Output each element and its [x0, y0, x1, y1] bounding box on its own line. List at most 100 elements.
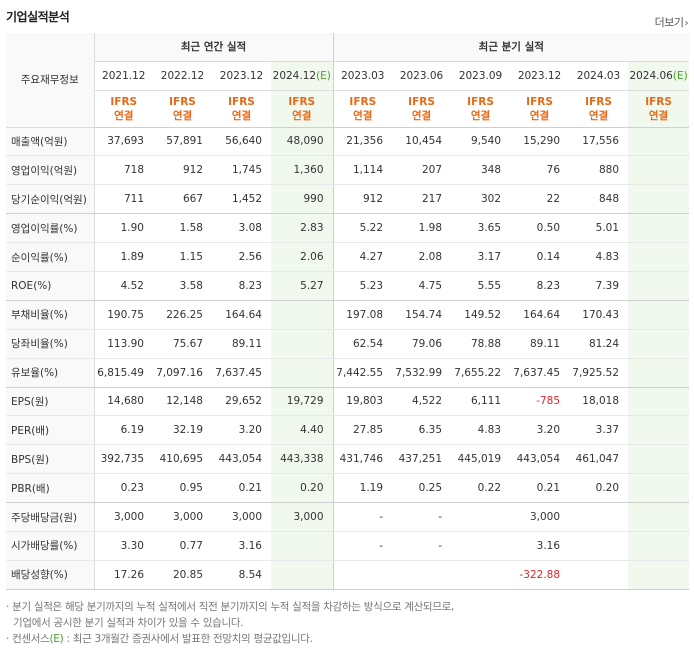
table-cell [569, 502, 629, 532]
table-cell: 7,925.52 [569, 358, 629, 388]
table-cell: 113.90 [94, 329, 153, 359]
more-link[interactable]: 더보기› [654, 14, 689, 30]
table-cell [451, 560, 511, 590]
ifrs-label: IFRS [467, 95, 494, 108]
section-title: 기업실적분석 [6, 10, 70, 24]
period-label: 2023.03 [341, 69, 385, 82]
table-cell: 461,047 [569, 444, 629, 475]
table-cell: 1.98 [392, 213, 452, 244]
ifrs-header: IFRS 연결 [569, 90, 629, 128]
table-cell: 2.56 [212, 242, 271, 272]
table-cell: 21,356 [332, 127, 393, 157]
footnote-1-cont: 기업에서 공시한 분기 실적과 차이가 있을 수 있습니다. [13, 617, 244, 629]
table-cell: - [392, 531, 452, 561]
row-label: 부채비율(%) [6, 300, 95, 330]
ifrs-header: IFRS 연결 [271, 90, 334, 128]
table-cell: 8.23 [212, 271, 271, 301]
table-cell: 3,000 [271, 502, 334, 532]
table-cell: 3,000 [510, 502, 570, 532]
period-label: 2022.12 [160, 69, 205, 82]
table-cell [628, 213, 690, 244]
table-cell: 154.74 [392, 300, 452, 330]
table-cell: 22 [510, 184, 570, 215]
table-row: ROE(%) 4.52 3.58 8.23 5.27 5.23 4.75 5.55 8.23 7.… [6, 271, 690, 301]
table-cell: 0.77 [153, 531, 212, 561]
ifrs-header: IFRS 연결 [451, 90, 511, 128]
table-cell: 3.20 [212, 415, 271, 446]
more-label: 더보기 [654, 16, 684, 29]
table-cell: 57,891 [153, 127, 212, 157]
table-row: 부채비율(%) 190.75 226.25 164.64 197.08 154.74 149… [6, 300, 690, 330]
table-cell: 0.20 [569, 473, 629, 504]
table-cell: 20.85 [153, 560, 212, 590]
row-label: 유보율(%) [6, 358, 95, 388]
table-cell: 15,290 [510, 127, 570, 157]
table-cell: 164.64 [212, 300, 271, 330]
row-label: 순이익률(%) [6, 242, 95, 272]
row-label: 영업이익(억원) [6, 155, 95, 186]
table-cell: 48,090 [271, 127, 334, 157]
table-cell: 0.25 [392, 473, 452, 504]
table-cell: 7,532.99 [392, 358, 452, 388]
row-label: 영업이익률(%) [6, 213, 95, 244]
period-header: 2024.03 [569, 61, 629, 91]
table-cell [628, 415, 690, 446]
table-cell: 7,637.45 [212, 358, 271, 388]
table-cell: 3.20 [510, 415, 570, 446]
table-cell: 0.95 [153, 473, 212, 504]
table-cell: 718 [94, 155, 153, 186]
ifrs-header: IFRS 연결 [628, 90, 690, 128]
quarter-header: 최근 분기 실적 [332, 33, 690, 62]
table-cell: 912 [332, 184, 393, 215]
table-cell: 4.75 [392, 271, 452, 301]
table-cell: 5.22 [332, 213, 393, 244]
table-cell: 89.11 [212, 329, 271, 359]
table-cell: 76 [510, 155, 570, 186]
table-cell [628, 242, 690, 272]
ifrs-label: IFRS [349, 95, 377, 108]
table-cell: -785 [510, 387, 570, 417]
table-row: 시가배당률(%) 3.30 0.77 3.16- -3.16 [6, 531, 690, 561]
table-cell: 7,097.16 [153, 358, 212, 388]
ifrs-header: IFRS 연결 [332, 90, 393, 128]
table-cell: 6.19 [94, 415, 153, 446]
corner-header: 주요재무정보 [6, 33, 95, 128]
table-cell [271, 300, 334, 330]
consolidated-label: 연결 [231, 109, 252, 122]
table-cell: 711 [94, 184, 153, 215]
row-label: 시가배당률(%) [6, 531, 95, 561]
table-cell: 990 [271, 184, 334, 215]
table-cell: 6,815.49 [94, 358, 153, 388]
period-label: 2024.12 [272, 69, 317, 82]
table-cell [628, 531, 690, 561]
table-cell [628, 300, 690, 330]
table-cell: 3.16 [212, 531, 271, 561]
footnote-2-estimate: (E) [49, 633, 64, 645]
table-cell: 19,729 [271, 387, 334, 417]
table-cell [628, 127, 690, 157]
table-cell: 17.26 [94, 560, 153, 590]
table-cell [271, 358, 334, 388]
table-row: 주당배당금(원) 3,000 3,000 3,000 3,000- -3,000 [6, 502, 690, 532]
ifrs-label: IFRS [169, 95, 196, 108]
table-cell: 302 [451, 184, 511, 215]
table-cell: 207 [392, 155, 452, 186]
consolidated-label: 연결 [353, 109, 373, 122]
period-label: 2023.06 [399, 69, 444, 82]
table-cell: 170.43 [569, 300, 629, 330]
footnote-2-prefix: · 컨센서스 [6, 633, 50, 645]
table-cell [271, 560, 334, 590]
period-label: 2023.12 [219, 69, 264, 82]
table-cell: 2.83 [271, 213, 334, 244]
table-cell: 190.75 [94, 300, 153, 330]
row-label: PBR(배) [6, 473, 95, 504]
table-cell: 17,556 [569, 127, 629, 157]
table-cell: 1,114 [332, 155, 393, 186]
table-cell: 1,452 [212, 184, 271, 215]
period-label: 2024.03 [576, 69, 621, 82]
table-row: BPS(원) 392,735 410,695 443,054 443,338 431,74… [6, 444, 690, 475]
table-cell: 164.64 [510, 300, 570, 330]
table-cell [271, 531, 334, 561]
table-cell [628, 473, 690, 504]
consolidated-label: 연결 [411, 109, 432, 122]
